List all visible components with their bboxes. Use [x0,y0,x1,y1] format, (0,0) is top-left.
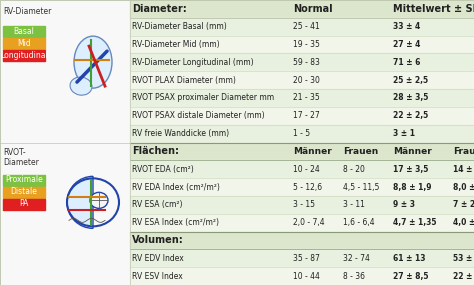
Bar [3,50,45,61]
Text: RV-Diameter Longitudinal (mm): RV-Diameter Longitudinal (mm) [132,58,254,67]
Bar [130,178,474,196]
Text: RV EDA Index (cm²/m²): RV EDA Index (cm²/m²) [132,182,220,192]
Text: 53 ± 10,5: 53 ± 10,5 [453,254,474,263]
Bar [3,26,45,37]
Text: RV ESA (cm²): RV ESA (cm²) [132,200,182,209]
Text: 3 ± 1: 3 ± 1 [393,129,415,138]
Text: RVOT PSAX proximaler Diameter mm: RVOT PSAX proximaler Diameter mm [132,93,274,103]
Text: RVOT EDA (cm²): RVOT EDA (cm²) [132,165,194,174]
Text: 17 ± 3,5: 17 ± 3,5 [393,165,428,174]
Text: 27 ± 4: 27 ± 4 [393,40,420,49]
Ellipse shape [74,36,112,88]
Text: Mittelwert ± SD: Mittelwert ± SD [393,4,474,14]
Text: Longitudinal: Longitudinal [0,51,48,60]
Text: Diameter: Diameter [3,158,39,167]
Text: PA: PA [19,200,29,209]
Text: 27 ± 8,5: 27 ± 8,5 [393,272,428,281]
Text: Männer: Männer [293,147,332,156]
Text: 10 - 24: 10 - 24 [293,165,320,174]
Text: Frauen: Frauen [453,147,474,156]
Text: 28 ± 3,5: 28 ± 3,5 [393,93,428,103]
Text: Mid: Mid [17,39,31,48]
Bar [130,125,474,142]
Text: Diameter:: Diameter: [132,4,187,14]
Text: 20 - 30: 20 - 30 [293,76,320,85]
Text: 14 ± 3: 14 ± 3 [453,165,474,174]
Text: 19 - 35: 19 - 35 [293,40,320,49]
Bar [130,54,474,71]
Bar [130,249,474,267]
Ellipse shape [90,192,108,208]
Bar [130,89,474,107]
Text: 3 - 15: 3 - 15 [293,200,315,209]
Text: RVOT-: RVOT- [3,148,26,157]
Text: RV-Diameter Mid (mm): RV-Diameter Mid (mm) [132,40,219,49]
Text: 25 - 41: 25 - 41 [293,22,320,31]
Text: Distale: Distale [10,188,37,196]
Bar [3,38,45,49]
Bar [130,231,474,249]
Text: 4,7 ± 1,35: 4,7 ± 1,35 [393,218,437,227]
Text: RV ESA Index (cm²/m²): RV ESA Index (cm²/m²) [132,218,219,227]
Text: 10 - 44: 10 - 44 [293,272,320,281]
Text: 35 - 87: 35 - 87 [293,254,320,263]
Text: 7 ± 2: 7 ± 2 [453,200,474,209]
Text: RV-Diameter: RV-Diameter [3,7,51,17]
Bar [130,107,474,125]
Text: 33 ± 4: 33 ± 4 [393,22,420,31]
Text: RV-Diameter Basal (mm): RV-Diameter Basal (mm) [132,22,227,31]
Bar [130,36,474,54]
Text: Normal: Normal [293,4,333,14]
Text: 1,6 - 6,4: 1,6 - 6,4 [343,218,374,227]
Text: 8,8 ± 1,9: 8,8 ± 1,9 [393,182,431,192]
Text: 1 - 5: 1 - 5 [293,129,310,138]
Text: 61 ± 13: 61 ± 13 [393,254,426,263]
Text: 4,0 ± 1,2: 4,0 ± 1,2 [453,218,474,227]
Bar [130,196,474,214]
Text: 22 ± 7: 22 ± 7 [453,272,474,281]
Text: 8 - 20: 8 - 20 [343,165,365,174]
Text: 17 - 27: 17 - 27 [293,111,320,120]
Bar [130,71,474,89]
Text: 22 ± 2,5: 22 ± 2,5 [393,111,428,120]
Bar [130,0,474,18]
Text: 21 - 35: 21 - 35 [293,93,320,103]
Bar [3,198,45,209]
Text: Proximale: Proximale [5,176,43,184]
Bar [130,160,474,178]
Wedge shape [67,176,93,228]
Text: Flächen:: Flächen: [132,146,179,156]
Text: RV EDV Index: RV EDV Index [132,254,184,263]
Text: RVOT PLAX Diameter (mm): RVOT PLAX Diameter (mm) [132,76,236,85]
Text: RV ESV Index: RV ESV Index [132,272,183,281]
Text: Männer: Männer [393,147,432,156]
Bar [130,267,474,285]
Text: 8,0 ± 1,75: 8,0 ± 1,75 [453,182,474,192]
Bar [130,142,474,160]
Text: Volumen:: Volumen: [132,235,184,245]
Text: 4,5 - 11,5: 4,5 - 11,5 [343,182,379,192]
Text: RV freie Wanddicke (mm): RV freie Wanddicke (mm) [132,129,229,138]
Text: 2,0 - 7,4: 2,0 - 7,4 [293,218,325,227]
Bar [130,214,474,231]
Bar [130,0,474,285]
Text: 3 - 11: 3 - 11 [343,200,365,209]
Text: Basal: Basal [14,27,35,36]
Bar [0,0,130,285]
Text: Frauen: Frauen [343,147,378,156]
Text: 9 ± 3: 9 ± 3 [393,200,415,209]
Text: 5 - 12,6: 5 - 12,6 [293,182,322,192]
Text: 71 ± 6: 71 ± 6 [393,58,420,67]
Text: 25 ± 2,5: 25 ± 2,5 [393,76,428,85]
Text: 8 - 36: 8 - 36 [343,272,365,281]
Bar [3,186,45,198]
Bar [3,174,45,186]
Bar [130,18,474,36]
Text: RVOT PSAX distale Diameter (mm): RVOT PSAX distale Diameter (mm) [132,111,264,120]
Ellipse shape [70,77,92,95]
Text: 59 - 83: 59 - 83 [293,58,320,67]
Text: 32 - 74: 32 - 74 [343,254,370,263]
